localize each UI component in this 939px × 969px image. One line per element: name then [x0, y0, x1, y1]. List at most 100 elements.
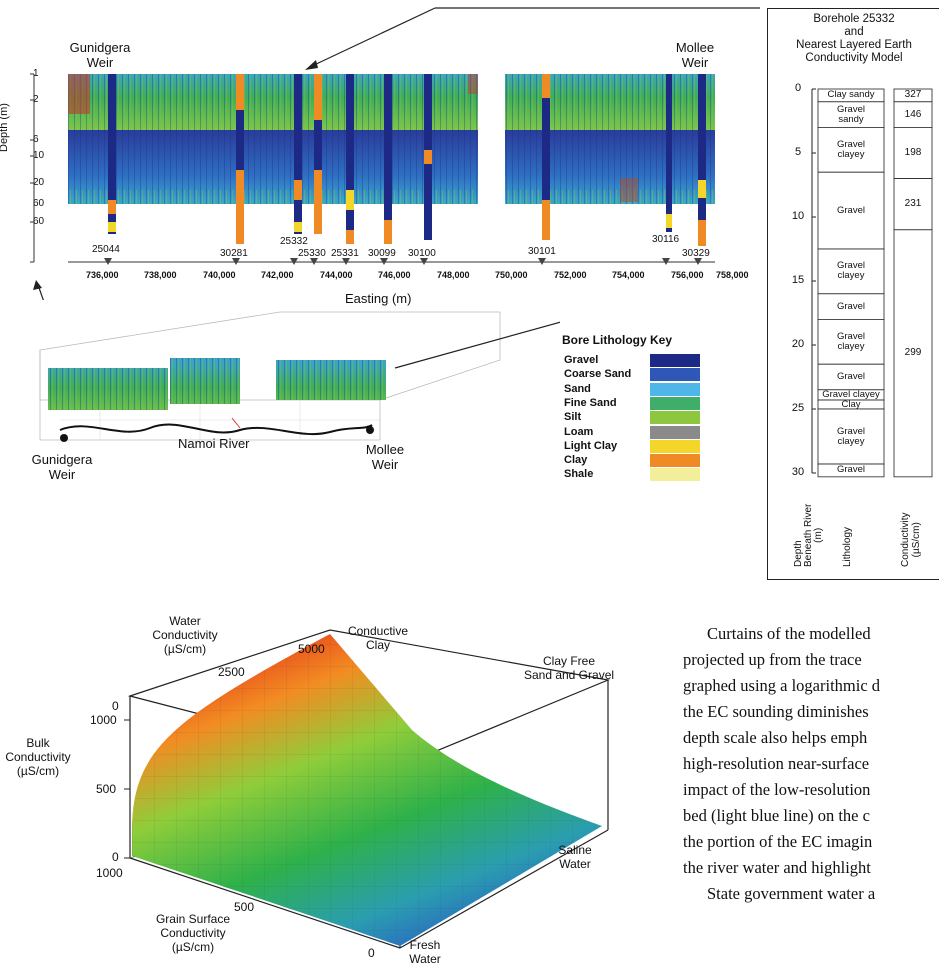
- bh-lith-label: Gravel clayey: [818, 261, 884, 281]
- bh-lith-label-line: Clay sandy: [827, 89, 875, 101]
- col-conductivity-line2: (µS/cm): [911, 522, 922, 558]
- bulk-conductivity-line3: (µS/cm): [16, 764, 60, 778]
- fresh-water-label: Fresh Water: [400, 938, 450, 966]
- bh-lith-label: Gravel clayey: [818, 138, 884, 160]
- bh-lith-label-line: clayey: [837, 270, 865, 282]
- curtain-red-patch-2: [468, 74, 478, 94]
- lithology-key-swatch: [650, 454, 700, 468]
- curtain-svg: [30, 7, 760, 300]
- river-label: Namoi River: [178, 436, 250, 451]
- bore-label: 30101: [528, 246, 556, 257]
- bore-label: 30099: [368, 248, 396, 259]
- map3d-left-weir-line1: Gunidgera: [31, 452, 93, 467]
- bh-lith-label: Gravel: [818, 372, 884, 382]
- map3d-left-weir-line2: Weir: [48, 467, 76, 482]
- bore-label: 25330: [298, 248, 326, 259]
- bh-lith-label-line: sandy: [838, 113, 864, 125]
- bh-cond-layer: [893, 229, 933, 478]
- left-weir-line1: Gunidgera: [69, 40, 131, 55]
- bh-depth-tick: 0: [794, 82, 802, 94]
- bore-columns: [108, 74, 706, 246]
- lithology-key-label: Sand: [564, 382, 591, 395]
- easting-tick: 758,000: [716, 270, 749, 280]
- bh-cond-value: 146: [904, 108, 922, 120]
- bh-lith-layer: [817, 101, 885, 128]
- bore-label: 30116: [652, 234, 680, 245]
- water-tick-2500: 2500: [218, 665, 245, 679]
- saline-water-line2: Water: [559, 857, 591, 871]
- bh-lith-label-line: Gravel: [837, 464, 865, 476]
- bore-label: 25332: [280, 236, 308, 247]
- curtain-red-patch: [68, 74, 90, 114]
- col-depth-label: Depth Beneath River (m): [793, 504, 824, 567]
- bh-lith-label-line: Gravel: [837, 138, 865, 150]
- easting-tick: 740,000: [203, 270, 236, 280]
- easting-tick: 738,000: [144, 270, 177, 280]
- clay-free-line1: Clay Free: [542, 654, 595, 668]
- easting-tick: 742,000: [261, 270, 294, 280]
- depth-tick-6: 6: [33, 134, 39, 145]
- bh-depth-tick: 20: [791, 338, 805, 350]
- bh-lith-label: Clay sandy: [818, 90, 884, 100]
- body-line: projected up from the trace: [683, 650, 862, 669]
- lithology-key-label: Silt: [564, 411, 582, 424]
- lithology-key-swatch: [650, 368, 700, 382]
- conductive-clay-line1: Conductive: [347, 624, 409, 638]
- conductive-clay-label: Conductive Clay: [338, 624, 418, 652]
- water-conductivity-line1: Water: [169, 614, 201, 628]
- water-tick-5000: 5000: [298, 642, 325, 656]
- col-conductivity-line1: Conductivity: [900, 512, 911, 567]
- bh-lith-layer: [817, 248, 885, 295]
- bh-lith-label-line: clayey: [837, 340, 865, 352]
- body-line: the EC sounding diminishes: [683, 702, 869, 721]
- bh-lith-label-line: Gravel: [837, 330, 865, 342]
- col-lithology-label: Lithology: [842, 526, 853, 567]
- grain-tick-500: 500: [234, 900, 255, 914]
- arrow-to-borehole: [311, 7, 436, 67]
- bh-lith-label: Gravel: [818, 301, 884, 312]
- curtain-block-west: [68, 74, 478, 204]
- water-conductivity-line2: Conductivity: [152, 628, 218, 642]
- borehole-title-line3: Nearest Layered Earth: [796, 39, 912, 51]
- bh-lith-label: Gravel clayey: [818, 330, 884, 352]
- lithology-key-label: Fine Sand: [564, 396, 617, 409]
- bore-markers: [104, 258, 702, 265]
- clay-free-label: Clay Free Sand and Gravel: [510, 654, 628, 682]
- bore-label: 30281: [220, 248, 248, 259]
- arrow-head-left: [33, 280, 42, 290]
- bulk-conductivity-line1: Bulk: [26, 736, 50, 750]
- bore-label: 30329: [682, 248, 710, 259]
- right-weir-line2: Weir: [681, 55, 709, 70]
- body-line: the portion of the EC imagin: [683, 832, 873, 851]
- bh-lith-label-line: Gravel: [837, 371, 865, 382]
- bh-lith-label: Gravel: [818, 465, 884, 475]
- right-weir-label: Mollee Weir: [655, 40, 735, 70]
- bh-lith-label-line: Gravel: [837, 204, 865, 216]
- col-depth-line3: (m): [813, 527, 824, 543]
- saline-water-line1: Saline: [558, 843, 592, 857]
- col-conductivity-label: Conductivity (µS/cm): [900, 513, 922, 567]
- body-line: bed (light blue line) on the c: [683, 806, 870, 825]
- bulk-tick-500: 500: [96, 782, 117, 796]
- fresh-water-line2: Water: [409, 952, 441, 966]
- body-line: the river water and highlight: [683, 858, 871, 877]
- easting-tick: 750,000: [495, 270, 528, 280]
- body-line: State government water a: [707, 884, 876, 903]
- grain-surface-line2: Conductivity: [160, 926, 226, 940]
- body-line: high-resolution near-surface: [683, 754, 870, 773]
- clay-free-line2: Sand and Gravel: [523, 668, 615, 682]
- lithology-key-label: Clay: [564, 454, 588, 467]
- borehole-title-line2: and: [844, 26, 864, 38]
- easting-label: Easting (m): [345, 291, 412, 306]
- lithology-key-title: Bore Lithology Key: [562, 333, 673, 347]
- map3d-svg: [39, 311, 560, 442]
- grain-surface-line1: Grain Surface: [155, 912, 231, 926]
- bh-cond-value: 198: [904, 147, 922, 158]
- bore-label: 25044: [92, 244, 120, 255]
- lithology-key-swatch: [650, 439, 700, 453]
- arrow-left-3d: [37, 284, 44, 300]
- saline-water-label: Saline Water: [550, 843, 600, 871]
- lithology-key-label: Loam: [564, 425, 594, 438]
- bh-lith-label-line: Gravel: [837, 103, 865, 115]
- bh-lith-label-line: Clay: [841, 398, 861, 410]
